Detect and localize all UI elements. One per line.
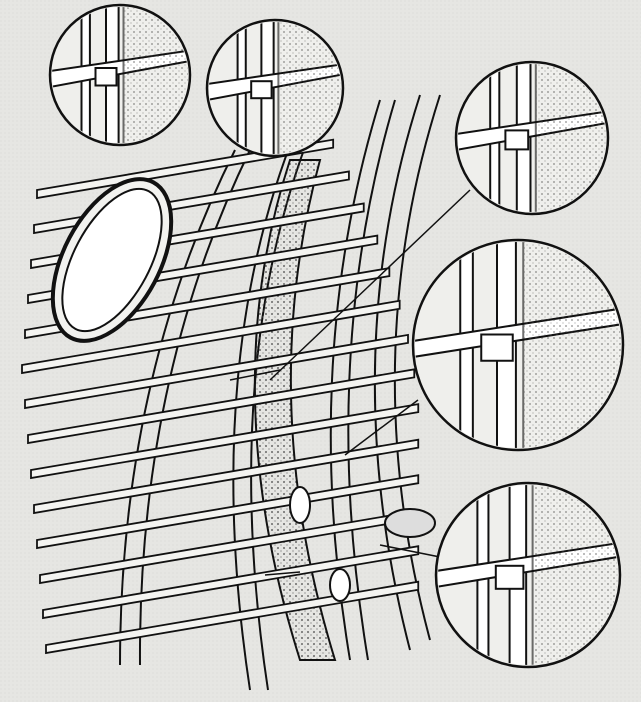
frame bbox=[138, 149, 251, 666]
inset-part bbox=[250, 80, 273, 100]
inset-part bbox=[480, 333, 514, 362]
frame bbox=[373, 94, 421, 651]
frame bbox=[119, 149, 236, 666]
detail-insets bbox=[48, 3, 625, 669]
window bbox=[50, 177, 174, 343]
inset-part bbox=[94, 67, 118, 87]
detail-inset bbox=[411, 238, 625, 452]
stringer bbox=[21, 299, 401, 375]
stringer bbox=[45, 580, 420, 655]
holes bbox=[289, 486, 436, 602]
stringer bbox=[24, 333, 409, 410]
inset-part bbox=[504, 129, 530, 151]
frame bbox=[393, 94, 441, 641]
stringer bbox=[30, 403, 420, 480]
leader-lines bbox=[229, 189, 471, 576]
stringer bbox=[33, 438, 420, 515]
stringer bbox=[42, 545, 420, 620]
detail-inset bbox=[48, 3, 192, 147]
frame bbox=[347, 99, 396, 661]
stringer bbox=[27, 368, 416, 445]
inset-part bbox=[494, 564, 525, 590]
